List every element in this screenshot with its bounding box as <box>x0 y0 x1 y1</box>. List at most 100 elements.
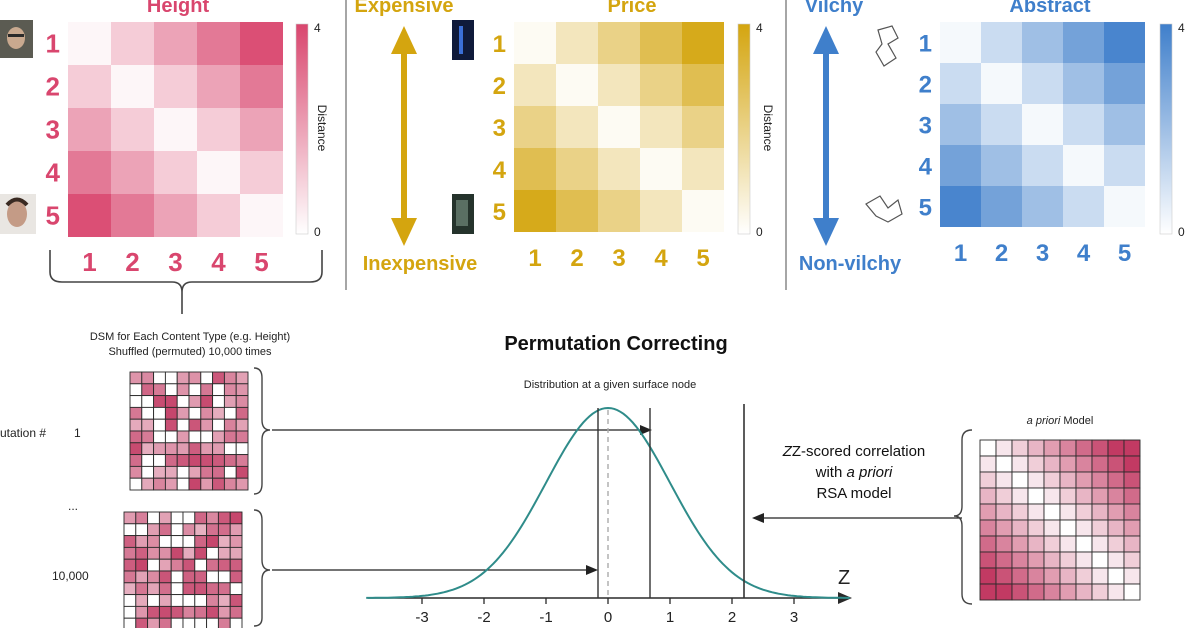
perm1-grid-cell <box>223 395 237 408</box>
zscore-z: Z <box>782 443 793 460</box>
height-cell-3-4 <box>197 108 240 151</box>
model-grid-cell <box>1091 439 1109 457</box>
perm1-grid-cell <box>129 465 143 479</box>
abstract-cell-3-2 <box>981 104 1022 145</box>
perm1-grid-cell <box>129 383 143 397</box>
height-col-label-3: 3 <box>168 247 182 277</box>
model-grid-cell <box>1027 487 1045 505</box>
model-grid-cell <box>1059 503 1077 521</box>
height-cell-1-4 <box>197 22 240 65</box>
model-grid-cell <box>1107 471 1125 489</box>
perm2-grid-cell <box>229 570 243 584</box>
model-grid-cell <box>1075 583 1093 601</box>
perm1-grid-cell <box>141 371 155 385</box>
perm1-grid-cell <box>176 465 190 479</box>
perm2-grid-cell <box>229 511 243 525</box>
price-row-label-2: 2 <box>493 73 506 100</box>
model-grid-cell <box>1027 583 1045 601</box>
permutation-last: 10,000 <box>52 569 89 583</box>
perm2-grid-cell <box>135 570 149 584</box>
perm1-grid-cell <box>235 418 249 432</box>
perm2-grid-cell <box>229 605 243 619</box>
permutation-ellipsis: ... <box>68 499 78 513</box>
height-row-label-3: 3 <box>46 115 60 145</box>
abstract-colorbar-max: 4 <box>1178 21 1185 35</box>
height-cell-5-5 <box>240 194 283 237</box>
perm1-grid-cell <box>235 430 249 444</box>
perm2-grid-cell <box>217 546 231 560</box>
perm2-grid-cell <box>206 594 219 607</box>
perm1-grid-cell <box>235 442 249 456</box>
perm1-grid-cell <box>164 477 178 491</box>
perm1-grid-cell <box>164 371 178 385</box>
model-grid-cell <box>1123 519 1141 537</box>
perm1-grid-cell <box>188 371 202 385</box>
model-grid-cell <box>979 551 997 569</box>
abstract-cell-4-2 <box>981 145 1022 186</box>
price-cell-3-2 <box>556 106 598 148</box>
perm2-grid-cell <box>123 605 137 619</box>
price-row-label-1: 1 <box>493 31 506 58</box>
height-cell-4-5 <box>240 151 283 194</box>
perm2-grid-cell <box>123 511 137 525</box>
permuted-matrix-1 <box>129 371 249 491</box>
height-cell-4-1 <box>68 151 111 194</box>
abstract-cell-5-2 <box>981 186 1022 227</box>
perm2-grid-cell <box>170 558 184 572</box>
perm1-grid-cell <box>153 454 166 467</box>
perm1-grid-cell <box>188 395 202 408</box>
perm1-grid-cell <box>141 395 155 408</box>
zscore-line1: Z-scored correlation <box>792 443 925 460</box>
perm1-grid-cell <box>212 371 225 385</box>
model-grid-cell <box>1043 439 1061 457</box>
perm1-grid-cell <box>129 430 143 444</box>
abstract-cell-2-4 <box>1063 63 1104 104</box>
z-tick-label-0: 0 <box>604 609 612 626</box>
height-cell-5-2 <box>111 194 154 237</box>
perm1-grid-cell <box>212 465 225 479</box>
perm1-grid-cell <box>212 383 225 397</box>
model-grid-cell <box>1059 567 1077 585</box>
perm1-grid-cell <box>200 383 214 397</box>
perm2-grid-cell <box>217 582 231 596</box>
abstract-cell-5-5 <box>1104 186 1145 227</box>
model-grid-cell <box>1027 503 1045 521</box>
model-grid-cell <box>1091 567 1109 585</box>
perm2-grid-cell <box>123 617 137 628</box>
model-grid-cell <box>1107 519 1125 537</box>
perm1-grid-cell <box>200 406 214 420</box>
model-grid-cell <box>1123 503 1141 521</box>
perm1-grid-cell <box>235 454 249 467</box>
perm2-grid-cell <box>147 594 160 607</box>
perm2-grid-cell <box>194 594 208 607</box>
model-grid-cell <box>1043 583 1061 601</box>
model-grid-cell <box>1091 455 1109 473</box>
perm1-grid-cell <box>141 477 155 491</box>
perm2-grid-cell <box>217 558 231 572</box>
permutation-label: utation # <box>0 426 46 440</box>
perm1-grid-cell <box>200 477 214 491</box>
perm1-grid-cell <box>200 371 214 385</box>
model-grid-cell <box>1011 471 1029 489</box>
price-cell-3-3 <box>598 106 640 148</box>
perm1-grid-cell <box>235 395 249 408</box>
perm1-grid-cell <box>188 430 202 444</box>
perm2-grid-cell <box>194 523 208 537</box>
height-cell-4-2 <box>111 151 154 194</box>
model-grid-cell <box>1043 535 1061 553</box>
price-cell-3-4 <box>640 106 682 148</box>
price-cell-2-3 <box>598 64 640 106</box>
height-cell-5-3 <box>154 194 197 237</box>
perm2-grid-cell <box>182 558 196 572</box>
abstract-col-label-5: 5 <box>1118 240 1131 267</box>
model-grid-cell <box>1011 503 1029 521</box>
model-grid-cell <box>1043 455 1061 473</box>
model-bracket <box>953 429 973 605</box>
model-grid-cell <box>1107 487 1125 505</box>
model-grid-cell <box>1059 551 1077 569</box>
perm1-grid-cell <box>188 418 202 432</box>
permutation-first: 1 <box>74 426 81 440</box>
perm2-grid-cell <box>135 511 149 525</box>
abstract-cell-4-1 <box>940 145 981 186</box>
price-cell-4-3 <box>598 148 640 190</box>
